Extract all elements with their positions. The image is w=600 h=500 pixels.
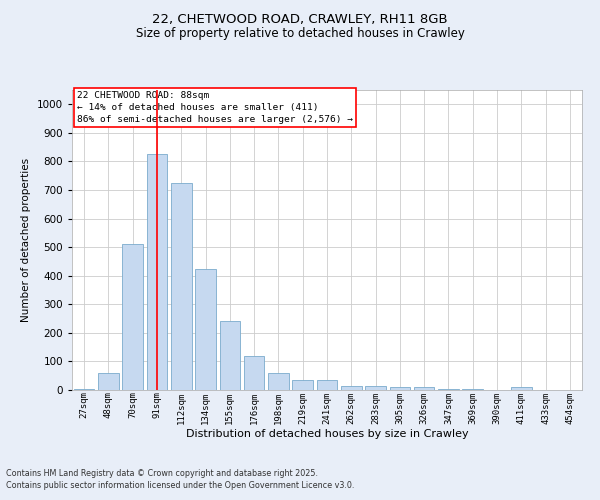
Bar (122, 244, 143, 390)
Text: 22 CHETWOOD ROAD: 88sqm
← 14% of detached houses are smaller (411)
86% of semi-d: 22 CHETWOOD ROAD: 88sqm ← 14% of detache… (77, 92, 353, 124)
Bar (511, 387, 532, 390)
Bar (74, 388, 94, 390)
Bar (146, 154, 167, 390)
Bar (414, 387, 434, 390)
Text: Contains public sector information licensed under the Open Government Licence v3: Contains public sector information licen… (6, 481, 355, 490)
Y-axis label: Number of detached properties: Number of detached properties (21, 158, 31, 322)
X-axis label: Distribution of detached houses by size in Crawley: Distribution of detached houses by size … (185, 429, 469, 439)
Bar (463, 388, 483, 390)
Bar (389, 387, 410, 390)
Bar (438, 388, 459, 390)
Bar (171, 183, 191, 390)
Text: Contains HM Land Registry data © Crown copyright and database right 2025.: Contains HM Land Registry data © Crown c… (6, 468, 318, 477)
Bar (244, 356, 265, 390)
Bar (292, 380, 313, 390)
Bar (317, 380, 337, 390)
Bar (220, 322, 240, 390)
Text: Size of property relative to detached houses in Crawley: Size of property relative to detached ho… (136, 28, 464, 40)
Bar (98, 373, 119, 390)
Bar (365, 386, 386, 390)
Text: 22, CHETWOOD ROAD, CRAWLEY, RH11 8GB: 22, CHETWOOD ROAD, CRAWLEY, RH11 8GB (152, 12, 448, 26)
Bar (195, 268, 216, 390)
Bar (341, 386, 362, 390)
Bar (268, 373, 289, 390)
